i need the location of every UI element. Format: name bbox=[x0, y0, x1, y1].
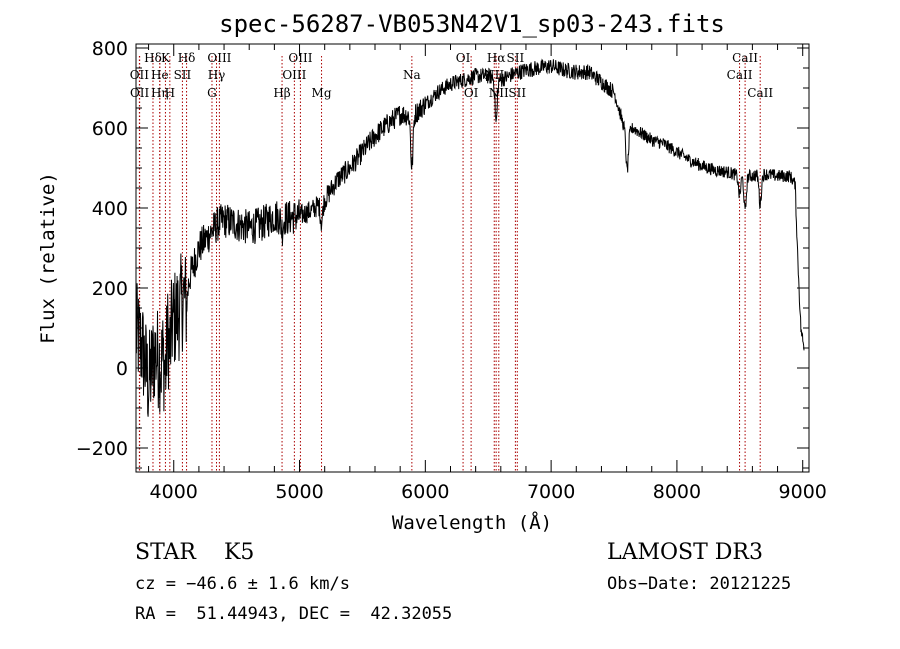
observation-date: Obs−Date: 20121225 bbox=[607, 574, 792, 594]
x-ticks: 4000 5000 6000 7000 8000 9000 bbox=[148, 44, 827, 503]
line-label: CaII bbox=[747, 86, 773, 100]
x-axis-label: Wavelength (Å) bbox=[392, 511, 552, 534]
line-label: Hγ bbox=[208, 68, 226, 82]
line-label: OI bbox=[456, 51, 471, 65]
line-label: OII bbox=[130, 68, 150, 82]
x-tick-label: 9000 bbox=[779, 481, 827, 503]
y-ticks: −200 0 200 400 600 800 bbox=[76, 38, 809, 469]
line-label: Na bbox=[403, 68, 421, 82]
line-label: Mg bbox=[312, 86, 332, 100]
line-label: SII bbox=[174, 68, 192, 82]
line-label: G bbox=[207, 86, 217, 100]
line-label: Hδ bbox=[144, 51, 162, 65]
line-label: OIII bbox=[207, 51, 231, 65]
line-label: SII bbox=[508, 86, 526, 100]
line-label: Hβ bbox=[273, 86, 290, 100]
line-label: K bbox=[161, 51, 171, 65]
y-axis-label: Flux (relative) bbox=[37, 172, 59, 344]
chart-title: spec-56287-VB053N42V1_sp03-243.fits bbox=[219, 10, 725, 38]
line-label: OIII bbox=[282, 68, 306, 82]
line-labels: Hδ OII OII K He HηH Hδ SII OIII Hγ G OIII OIII Hβ Mg Na… bbox=[130, 51, 774, 100]
line-markers bbox=[138, 56, 761, 472]
y-tick-label: −200 bbox=[76, 438, 128, 460]
line-label: OII bbox=[130, 86, 150, 100]
survey-name: LAMOST DR3 bbox=[607, 540, 763, 565]
star-classification: STAR K5 bbox=[135, 540, 255, 565]
line-label: Hα bbox=[487, 51, 506, 65]
x-tick-label: 5000 bbox=[275, 481, 323, 503]
spectrum-plot: spec-56287-VB053N42V1_sp03-243.fits Hδ OI… bbox=[37, 10, 827, 534]
line-label: CaII bbox=[732, 51, 758, 65]
y-tick-label: 400 bbox=[92, 198, 128, 220]
coordinates-readout: RA = 51.44943, DEC = 42.32055 bbox=[135, 604, 453, 624]
spectrum-line bbox=[135, 58, 805, 417]
line-label: SII bbox=[507, 51, 525, 65]
y-tick-label: 200 bbox=[92, 278, 128, 300]
y-tick-label: 0 bbox=[116, 358, 128, 380]
line-label: He bbox=[151, 68, 169, 82]
line-label: OI bbox=[464, 86, 479, 100]
y-tick-label: 600 bbox=[92, 118, 128, 140]
x-tick-label: 8000 bbox=[653, 481, 701, 503]
line-label: OIII bbox=[288, 51, 312, 65]
line-label: CaII bbox=[727, 68, 753, 82]
velocity-readout: cz = −46.6 ± 1.6 km/s bbox=[135, 574, 350, 594]
x-tick-label: 7000 bbox=[527, 481, 575, 503]
line-label: H bbox=[165, 86, 175, 100]
x-tick-label: 4000 bbox=[150, 481, 198, 503]
y-tick-label: 800 bbox=[92, 38, 128, 60]
line-label: Hη bbox=[151, 86, 169, 100]
line-label: Hδ bbox=[178, 51, 196, 65]
plot-frame bbox=[135, 43, 810, 473]
x-tick-label: 6000 bbox=[401, 481, 449, 503]
